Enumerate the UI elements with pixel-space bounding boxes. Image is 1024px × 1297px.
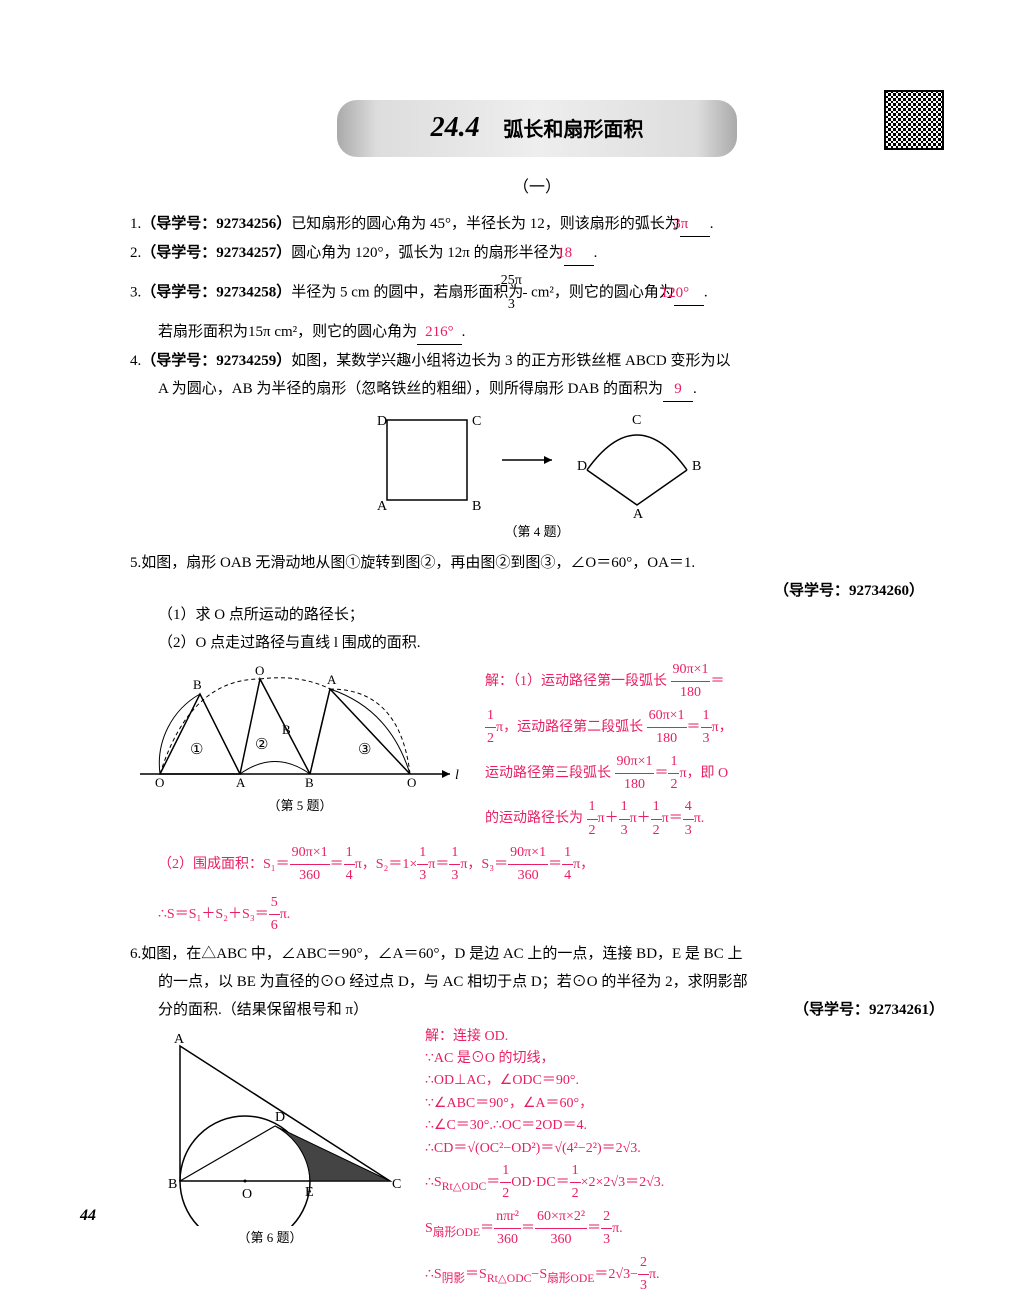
tail: .	[693, 381, 697, 397]
problem-5-ref: （导学号：92734260）	[130, 579, 944, 603]
svg-text:B: B	[472, 499, 481, 514]
figure-5-col: l O B A ① O B B ② A O ③ （第	[130, 659, 470, 817]
svg-text:B: B	[282, 722, 291, 737]
svg-text:A: A	[327, 672, 337, 687]
svg-text:C: C	[472, 414, 481, 429]
problem-ref: （导学号：92734257）	[141, 245, 291, 261]
problem-3: 3.（导学号：92734258）半径为 5 cm 的圆中，若扇形面积为25π3 …	[130, 270, 944, 316]
problem-number: 1.	[130, 216, 141, 232]
problem-ref: （导学号：92734258）	[141, 285, 291, 301]
problem-6-solution: 解：连接 OD. ∵AC 是⊙O 的切线， ∴OD⊥AC，∠ODC＝90°. ∵…	[425, 1026, 944, 1297]
problem-5: 5.如图，扇形 OAB 无滑动地从图①旋转到图②，再由图②到图③，∠O＝60°，…	[130, 551, 944, 575]
problem-6-ref: （导学号：92734261）	[794, 998, 944, 1022]
problem-6-cont2: 分的面积.（结果保留根号和 π） （导学号：92734261）	[130, 998, 944, 1022]
problem-4-cont: A 为圆心，AB 为半径的扇形（忽略铁丝的粗细），则所得扇形 DAB 的面积为9…	[130, 377, 944, 402]
problem-3-cont: 若扇形面积为15π cm²，则它的圆心角为216°.	[130, 320, 944, 345]
page-number: 44	[80, 1203, 96, 1229]
title-band: 24.4 弧长和扇形面积	[337, 100, 737, 157]
problem-text: A 为圆心，AB 为半径的扇形（忽略铁丝的粗细），则所得扇形 DAB 的面积为	[158, 381, 663, 397]
problem-number: 6.	[130, 946, 141, 962]
problem-text: 半径为 5 cm 的圆中，若扇形面积为	[291, 285, 523, 301]
svg-text:O: O	[407, 775, 416, 790]
problem-5-solution-3: ∴S＝S₁＋S₂＋S₃＝56π.	[130, 892, 944, 938]
tail: .	[704, 285, 708, 301]
problem-5-sub1: （1）求 O 点所运动的路径长；	[130, 603, 944, 627]
svg-text:A: A	[236, 775, 246, 790]
problem-4: 4.（导学号：92734259）如图，某数学兴趣小组将边长为 3 的正方形铁丝框…	[130, 349, 944, 373]
problem-number: 5.	[130, 555, 141, 571]
answer-blank: 3π	[680, 212, 710, 237]
problem-ref: （导学号：92734259）	[141, 353, 291, 369]
svg-text:D: D	[577, 459, 587, 474]
qr-code-icon	[884, 90, 944, 150]
tail: .	[462, 324, 466, 340]
problem-5-solution-2: （2）围成面积：S₁＝90π×1360＝14π，S₂＝1×13π＝13π，S₃＝…	[130, 842, 944, 888]
problem-text: 圆心角为 120°，弧长为 12π 的扇形半径为	[291, 245, 563, 261]
svg-text:B: B	[193, 677, 202, 692]
problem-text: 已知扇形的圆心角为 45°，半径长为 12，则该扇形的弧长为	[291, 216, 680, 232]
figure-6-caption: （第 6 题）	[130, 1228, 410, 1249]
figure-4-svg: D C A B D C B A	[337, 410, 737, 520]
svg-text:①: ①	[190, 742, 203, 758]
problem-5-layout: l O B A ① O B B ② A O ③ （第	[130, 659, 944, 842]
problem-6-cont1: 的一点，以 BE 为直径的⊙O 经过点 D，与 AC 相切于点 D；若⊙O 的半…	[130, 970, 944, 994]
svg-text:D: D	[275, 1110, 285, 1125]
svg-text:③: ③	[358, 742, 371, 758]
figure-5-svg: l O B A ① O B B ② A O ③	[130, 659, 470, 794]
svg-text:O: O	[155, 775, 164, 790]
problem-number: 4.	[130, 353, 141, 369]
problem-5-solution: 解：（1）运动路径第一段弧长 90π×1180＝ 12π，运动路径第二段弧长 6…	[485, 659, 944, 842]
problem-2: 2.（导学号：92734257）圆心角为 120°，弧长为 12π 的扇形半径为…	[130, 241, 944, 266]
figure-4-caption: （第 4 题）	[130, 522, 944, 543]
svg-text:l: l	[455, 768, 459, 783]
problem-6-layout: A B C D E O （第 6 题） 解：连接 OD. ∵AC 是⊙O 的切线…	[130, 1026, 944, 1297]
problem-text: 若扇形面积为15π cm²，则它的圆心角为	[158, 324, 417, 340]
problem-text: 如图，某数学兴趣小组将边长为 3 的正方形铁丝框 ABCD 变形为以	[291, 353, 730, 369]
problem-number: 3.	[130, 285, 141, 301]
svg-text:A: A	[633, 507, 644, 520]
svg-text:O: O	[255, 663, 264, 678]
svg-text:C: C	[632, 413, 641, 428]
problem-text: 如图，在△ABC 中，∠ABC＝90°，∠A＝60°，D 是边 AC 上的一点，…	[141, 946, 742, 962]
problem-text: 如图，扇形 OAB 无滑动地从图①旋转到图②，再由图②到图③，∠O＝60°，OA…	[141, 555, 695, 571]
answer-blank: 18	[564, 241, 594, 266]
problem-number: 2.	[130, 245, 141, 261]
svg-text:C: C	[392, 1177, 401, 1192]
problem-5-sub2: （2）O 点走过路径与直线 l 围成的面积.	[130, 631, 944, 655]
section-title: 弧长和扇形面积	[503, 119, 643, 141]
svg-text:A: A	[174, 1032, 185, 1047]
figure-5-caption: （第 5 题）	[130, 796, 470, 817]
tail: .	[710, 216, 714, 232]
svg-text:B: B	[168, 1177, 177, 1192]
problem-6: 6.如图，在△ABC 中，∠ABC＝90°，∠A＝60°，D 是边 AC 上的一…	[130, 942, 944, 966]
svg-text:O: O	[242, 1187, 252, 1202]
svg-text:B: B	[692, 459, 701, 474]
svg-text:②: ②	[255, 737, 268, 753]
figure-6-col: A B C D E O （第 6 题）	[130, 1026, 410, 1249]
answer-blank: 9	[663, 377, 693, 402]
svg-text:D: D	[377, 414, 387, 429]
figure-4: D C A B D C B A （第 4 题）	[130, 410, 944, 543]
section-number: 24.4	[431, 112, 480, 143]
svg-text:B: B	[305, 775, 314, 790]
subsection-label: （一）	[130, 175, 944, 201]
svg-text:E: E	[305, 1185, 314, 1200]
problem-text: cm²，则它的圆心角为	[527, 285, 674, 301]
problem-ref: （导学号：92734256）	[141, 216, 291, 232]
figure-6-svg: A B C D E O	[130, 1026, 410, 1226]
svg-text:A: A	[377, 499, 388, 514]
page-header: 24.4 弧长和扇形面积	[130, 100, 944, 165]
answer-blank: 120°	[674, 281, 704, 306]
tail: .	[594, 245, 598, 261]
answer-blank: 216°	[417, 320, 462, 345]
problem-1: 1.（导学号：92734256）已知扇形的圆心角为 45°，半径长为 12，则该…	[130, 212, 944, 237]
